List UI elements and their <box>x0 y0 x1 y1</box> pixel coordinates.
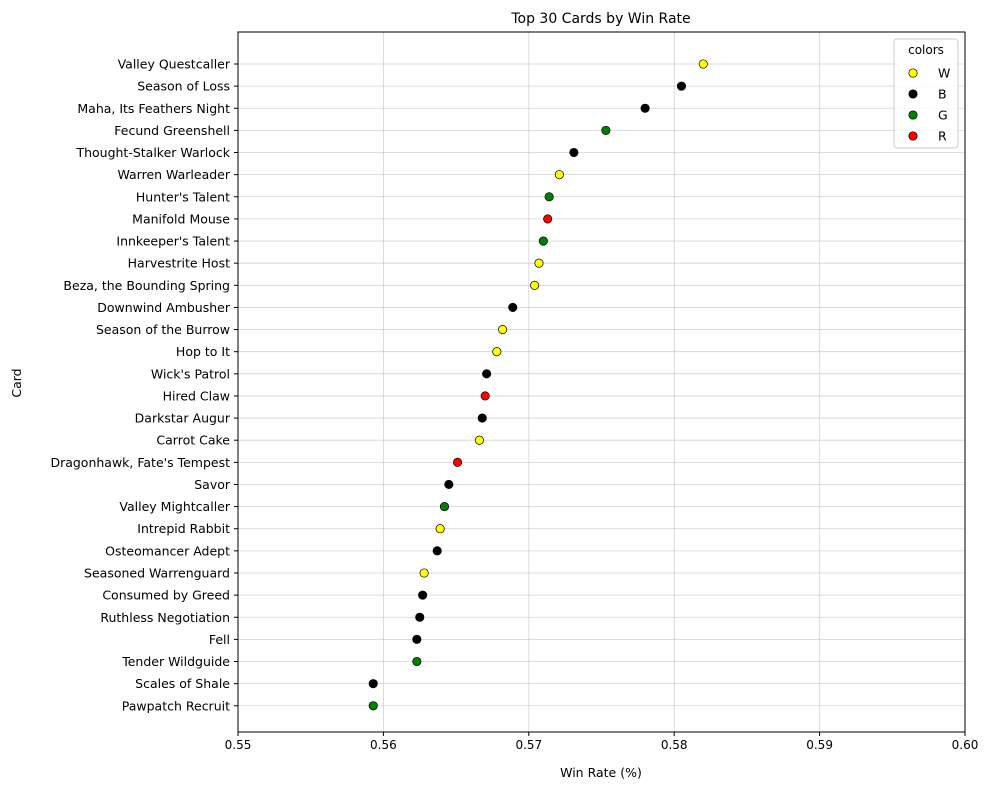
y-tick-label: Dragonhawk, Fate's Tempest <box>50 455 230 470</box>
legend-title: colors <box>908 43 944 57</box>
data-point <box>412 634 422 644</box>
x-tick-label: 0.58 <box>661 738 688 752</box>
data-point <box>530 280 540 290</box>
legend-label: W <box>938 66 950 81</box>
data-points <box>368 59 708 711</box>
legend-marker <box>908 68 918 78</box>
y-tick-label: Pawpatch Recruit <box>122 698 230 713</box>
y-axis-ticks: Valley Questcaller Season of Loss Maha, It… <box>50 57 238 713</box>
data-point <box>477 413 487 423</box>
y-tick-label: Hired Claw <box>163 388 230 403</box>
y-tick-label: Carrot Cake <box>156 433 230 448</box>
y-tick-label: Hop to It <box>176 344 230 359</box>
data-point <box>569 147 579 158</box>
data-point <box>601 125 611 135</box>
data-point <box>482 369 492 379</box>
y-tick-label: Valley Mightcaller <box>119 499 230 514</box>
data-point <box>480 391 490 401</box>
plot-frame <box>237 31 966 733</box>
y-tick-label: Darkstar Augur <box>135 411 231 426</box>
data-point <box>453 457 463 467</box>
y-tick-label: Season of Loss <box>137 79 230 94</box>
y-tick-label: Seasoned Warrenguard <box>84 565 230 580</box>
data-point <box>415 612 425 622</box>
data-point <box>419 568 429 578</box>
data-point <box>444 479 454 490</box>
data-point <box>439 502 450 512</box>
y-tick-label: Beza, the Bounding Spring <box>63 278 230 293</box>
x-axis-ticks: 0.55 0.56 0.57 0.58 0.59 0.60 <box>225 732 979 752</box>
y-tick-label: Valley Questcaller <box>118 57 231 72</box>
legend-marker <box>908 89 918 99</box>
y-axis-label: Card <box>9 368 24 397</box>
legend-box <box>893 38 959 149</box>
y-tick-label: Tender Wildguide <box>121 654 230 669</box>
legend-label: B <box>938 87 947 102</box>
x-axis-label: Win Rate (%) <box>560 765 642 780</box>
y-tick-label: Ruthless Negotiation <box>100 610 230 625</box>
y-tick-label: Downwind Ambusher <box>97 300 231 315</box>
x-tick-label: 0.55 <box>225 738 252 752</box>
data-point <box>432 546 442 556</box>
x-tick-label: 0.56 <box>370 738 397 752</box>
x-tick-label: 0.59 <box>806 738 833 752</box>
x-tick-label: 0.60 <box>952 738 979 752</box>
data-point <box>435 524 445 534</box>
y-tick-label: Savor <box>194 477 231 492</box>
y-tick-label: Consumed by Greed <box>102 588 230 603</box>
data-point <box>474 435 484 445</box>
data-point <box>412 656 422 667</box>
y-tick-label: Osteomancer Adept <box>105 543 230 558</box>
data-point <box>534 258 544 268</box>
data-point <box>498 325 508 335</box>
y-tick-label: Wick's Patrol <box>151 366 230 381</box>
y-tick-label: Fell <box>209 632 230 647</box>
legend-marker <box>908 131 918 141</box>
y-tick-label: Thought-Stalker Warlock <box>75 145 230 160</box>
data-point <box>554 170 564 180</box>
legend-marker <box>908 110 918 120</box>
y-tick-label: Hunter's Talent <box>136 189 230 204</box>
data-point <box>492 347 502 357</box>
y-tick-label: Harvestrite Host <box>128 256 230 271</box>
data-point <box>538 236 548 246</box>
data-point <box>418 590 428 600</box>
y-tick-label: Innkeeper's Talent <box>116 234 230 249</box>
y-tick-label: Manifold Mouse <box>132 211 230 226</box>
data-point <box>544 192 554 202</box>
legend-label: G <box>938 108 948 123</box>
legend-label: R <box>938 129 947 144</box>
data-point <box>508 302 518 312</box>
y-tick-label: Intrepid Rabbit <box>137 521 230 536</box>
data-point <box>698 59 708 69</box>
data-point <box>640 103 650 113</box>
data-point <box>676 81 687 91</box>
x-tick-label: 0.57 <box>515 738 542 752</box>
y-tick-label: Fecund Greenshell <box>114 123 230 138</box>
chart-title: Top 30 Cards by Win Rate <box>510 11 690 27</box>
y-tick-label: Warren Warleader <box>117 167 230 182</box>
data-point <box>368 701 378 711</box>
data-point <box>368 679 378 689</box>
y-tick-label: Season of the Burrow <box>96 322 230 337</box>
y-tick-label: Maha, Its Feathers Night <box>77 101 230 116</box>
data-point <box>543 214 553 224</box>
y-tick-label: Scales of Shale <box>135 676 230 691</box>
